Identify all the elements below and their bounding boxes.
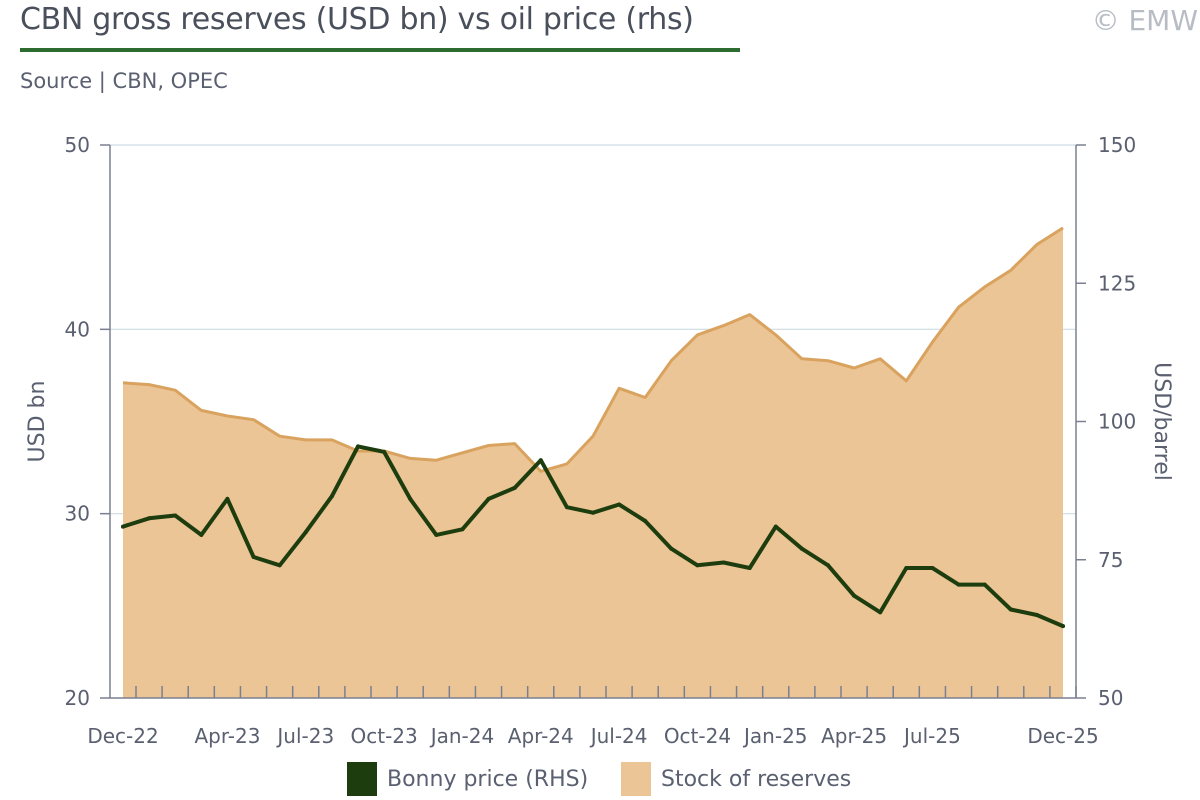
x-tick-label-Jul-24: Jul-24 bbox=[589, 724, 648, 748]
legend-item-stock-of-reserves: Stock of reserves bbox=[621, 762, 851, 796]
oil-price-point-15 bbox=[512, 485, 517, 490]
oil-price-point-26 bbox=[799, 546, 804, 551]
oil-price-point-32 bbox=[956, 582, 961, 587]
oil-price-point-35 bbox=[1034, 613, 1039, 617]
oil-price-point-34 bbox=[1008, 607, 1013, 612]
legend-swatch-bonny-price bbox=[347, 762, 377, 796]
x-tick-label-Apr-23: Apr-23 bbox=[194, 724, 260, 748]
y-right-tick-label-125: 125 bbox=[1098, 271, 1136, 295]
oil-price-point-11 bbox=[408, 496, 413, 501]
oil-price-point-23 bbox=[721, 560, 726, 565]
oil-price-point-4 bbox=[225, 496, 230, 501]
oil-price-point-2 bbox=[173, 513, 178, 518]
x-tick-label-Jan-25: Jan-25 bbox=[742, 724, 808, 748]
oil-price-point-14 bbox=[486, 496, 491, 501]
title-underline bbox=[20, 48, 740, 52]
chart-title: CBN gross reserves (USD bn) vs oil price… bbox=[20, 2, 694, 37]
oil-price-point-33 bbox=[982, 582, 987, 587]
x-tick-label-Dec-22: Dec-22 bbox=[87, 724, 158, 748]
x-tick-label-Oct-24: Oct-24 bbox=[664, 724, 731, 748]
legend-swatch-stock-of-reserves bbox=[621, 762, 651, 796]
axes bbox=[100, 144, 1086, 699]
oil-price-point-30 bbox=[904, 566, 909, 570]
oil-price-point-17 bbox=[564, 505, 569, 510]
legend-label-stock-of-reserves: Stock of reserves bbox=[661, 766, 852, 792]
oil-price-point-36 bbox=[1061, 624, 1065, 629]
oil-price-point-25 bbox=[773, 524, 778, 529]
reserves-area bbox=[123, 227, 1063, 698]
copyright-notice: © EMW bbox=[1091, 4, 1198, 37]
source-note: Source | CBN, OPEC bbox=[20, 69, 228, 93]
legend-item-bonny-price: Bonny price (RHS) bbox=[347, 762, 588, 796]
oil-price-point-21 bbox=[669, 546, 674, 551]
oil-price-line-layer bbox=[121, 444, 1065, 629]
oil-price-point-28 bbox=[852, 593, 857, 598]
reserves-area-layer bbox=[122, 226, 1064, 698]
oil-price-point-7 bbox=[303, 530, 308, 535]
legend-label-bonny-price: Bonny price (RHS) bbox=[387, 766, 589, 792]
oil-price-point-6 bbox=[277, 563, 282, 568]
y-right-tick-label-75: 75 bbox=[1098, 548, 1123, 572]
x-tick-label-Jan-24: Jan-24 bbox=[429, 724, 495, 748]
x-tick-label-Jul-23: Jul-23 bbox=[275, 724, 334, 748]
oil-price-point-24 bbox=[747, 566, 752, 570]
oil-price-point-10 bbox=[382, 449, 387, 454]
oil-price-point-22 bbox=[695, 563, 700, 568]
oil-price-point-29 bbox=[878, 610, 883, 615]
oil-price-point-5 bbox=[251, 555, 256, 559]
oil-price-point-16 bbox=[538, 458, 543, 463]
oil-price-point-8 bbox=[329, 494, 334, 499]
oil-price-point-9 bbox=[356, 444, 360, 449]
oil-price-point-20 bbox=[643, 519, 648, 523]
oil-price-point-27 bbox=[826, 563, 830, 568]
oil-price-point-13 bbox=[460, 527, 465, 532]
chart-plot: 20 30 40 50 50 75 100 125 150 Dec-22 Apr-23 Jul-23 O… bbox=[25, 133, 1174, 748]
x-tick-label-Apr-24: Apr-24 bbox=[508, 724, 574, 748]
y-left-tick-label-40: 40 bbox=[65, 317, 90, 341]
oil-price-point-3 bbox=[199, 532, 204, 537]
oil-price-point-19 bbox=[617, 502, 622, 507]
x-tick-label-Oct-23: Oct-23 bbox=[350, 724, 417, 748]
y-right-tick-label-100: 100 bbox=[1098, 410, 1136, 434]
axis-labels: 20 30 40 50 50 75 100 125 150 Dec-22 Apr-23 Jul-23 O… bbox=[25, 133, 1174, 748]
oil-price-point-12 bbox=[434, 532, 439, 537]
oil-price-point-1 bbox=[147, 516, 152, 521]
y-axis-right-title: USD/barrel bbox=[1149, 362, 1174, 481]
oil-price-point-18 bbox=[591, 510, 595, 515]
y-axis-left-title: USD bn bbox=[25, 381, 50, 463]
oil-price-point-0 bbox=[121, 524, 125, 529]
y-right-tick-label-50: 50 bbox=[1098, 686, 1123, 710]
y-left-tick-label-50: 50 bbox=[65, 133, 90, 157]
y-left-tick-label-20: 20 bbox=[65, 686, 90, 710]
x-tick-label-Dec-25: Dec-25 bbox=[1027, 724, 1098, 748]
x-tick-label-Jul-25: Jul-25 bbox=[902, 724, 961, 748]
reserves-line bbox=[122, 226, 1064, 473]
legend: Bonny price (RHS) Stock of reserves bbox=[0, 762, 1200, 800]
y-left-tick-label-30: 30 bbox=[65, 502, 90, 526]
y-right-tick-label-150: 150 bbox=[1098, 133, 1136, 157]
oil-price-point-31 bbox=[930, 566, 935, 570]
x-tick-label-Apr-25: Apr-25 bbox=[821, 724, 887, 748]
